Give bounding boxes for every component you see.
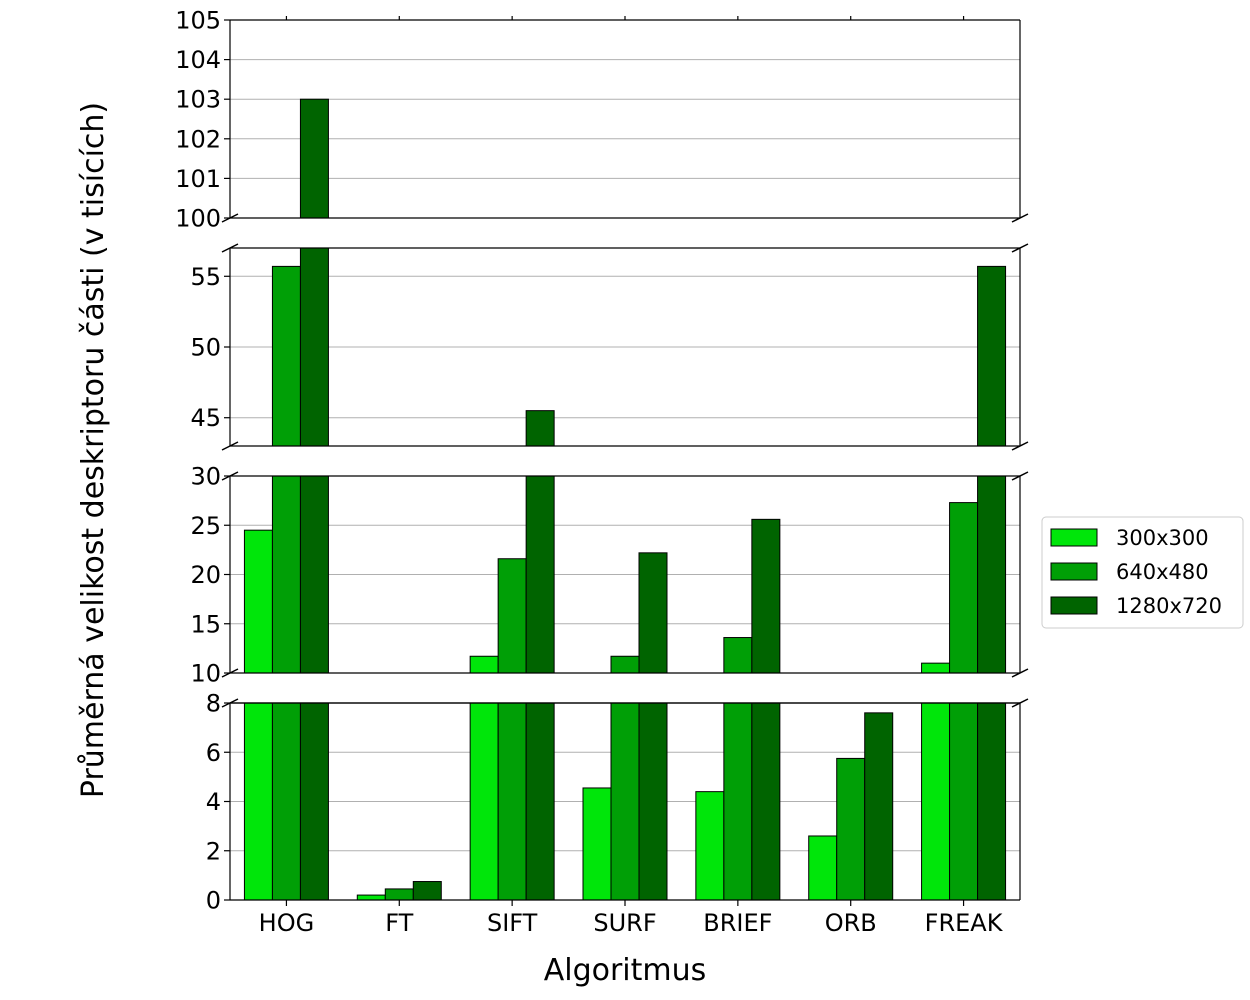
bar-freak-640x480 xyxy=(949,703,979,900)
bars xyxy=(299,98,329,218)
axis-break-mark xyxy=(1011,441,1029,451)
axis-break-mark xyxy=(1011,698,1029,708)
x-axis-title: Algoritmus xyxy=(544,953,707,988)
legend-label-640x480: 640x480 xyxy=(1116,560,1209,584)
bar-hog-1280x720 xyxy=(299,703,329,900)
bar-freak-640x480 xyxy=(949,502,979,673)
bar-freak-300x300 xyxy=(921,703,951,900)
bar-orb-1280x720 xyxy=(864,712,894,900)
panel-2: 45 50 55 xyxy=(190,243,1029,451)
y-tick-label: 105 xyxy=(175,7,221,35)
y-tick-label: 104 xyxy=(175,46,221,74)
bar-hog-300x300 xyxy=(243,703,273,900)
bar-hog-1280x720 xyxy=(299,248,329,446)
axis-break-mark xyxy=(1011,471,1029,481)
y-tick-label: 10 xyxy=(190,660,221,688)
bar-sift-640x480 xyxy=(497,558,527,673)
bars xyxy=(243,703,1007,900)
bar-brief-640x480 xyxy=(723,703,753,900)
y-tick-label: 2 xyxy=(206,837,221,865)
x-tick-label-sift: SIFT xyxy=(487,909,538,937)
bar-brief-1280x720 xyxy=(751,518,781,673)
y-tick-label: 20 xyxy=(190,561,221,589)
legend-label-1280x720: 1280x720 xyxy=(1116,594,1222,618)
x-tick-label-freak: FREAK xyxy=(925,909,1004,937)
y-tick-label: 25 xyxy=(190,512,221,540)
bar-freak-300x300 xyxy=(921,662,951,673)
y-tick-label: 50 xyxy=(190,334,221,362)
y-axis-title: Průměrná velikost deskriptoru části (v t… xyxy=(76,102,111,798)
y-tick-label: 45 xyxy=(190,404,221,432)
bar-sift-640x480 xyxy=(497,703,527,900)
panel-1: 100 101 102 103 104 105 xyxy=(175,7,1029,233)
bar-brief-640x480 xyxy=(723,637,753,673)
x-tick-label-surf: SURF xyxy=(593,909,656,937)
bar-freak-1280x720 xyxy=(977,476,1007,673)
x-tick-label-orb: ORB xyxy=(825,909,877,937)
legend-swatch-300x300 xyxy=(1050,528,1098,547)
y-tick-label: 0 xyxy=(206,887,221,915)
y-tick-label: 55 xyxy=(190,263,221,291)
y-tick-label: 8 xyxy=(206,690,221,718)
bar-surf-1280x720 xyxy=(638,552,668,673)
bar-brief-1280x720 xyxy=(751,703,781,900)
bar-sift-300x300 xyxy=(469,703,499,900)
bar-freak-1280x720 xyxy=(977,703,1007,900)
panel-4: 0 2 4 6 8 xyxy=(206,690,1029,915)
bar-ft-640x480 xyxy=(384,888,414,900)
y-tick-label: 100 xyxy=(175,205,221,233)
legend: 300x300 640x480 1280x720 xyxy=(1041,516,1244,629)
bar-sift-1280x720 xyxy=(525,476,555,673)
bar-hog-640x480 xyxy=(271,265,301,446)
axis-break-mark xyxy=(1011,213,1029,223)
legend-label-300x300: 300x300 xyxy=(1116,526,1209,550)
x-tick-label-hog: HOG xyxy=(259,909,315,937)
bar-surf-640x480 xyxy=(610,655,640,673)
bar-hog-640x480 xyxy=(271,476,301,673)
x-tick-label-brief: BRIEF xyxy=(703,909,772,937)
bar-sift-300x300 xyxy=(469,655,499,673)
bars xyxy=(271,248,1007,446)
y-tick-label: 30 xyxy=(190,463,221,491)
panel-3: 10 15 20 25 30 xyxy=(190,463,1029,688)
y-tick-label: 4 xyxy=(206,788,221,816)
bar-ft-1280x720 xyxy=(412,881,442,900)
axis-break-mark xyxy=(221,243,239,253)
bars xyxy=(243,476,1007,673)
bar-surf-1280x720 xyxy=(638,703,668,900)
x-tick-label-ft: FT xyxy=(385,909,413,937)
y-tick-label: 6 xyxy=(206,739,221,767)
bar-freak-1280x720 xyxy=(977,265,1007,446)
y-tick-label: 102 xyxy=(175,125,221,153)
bar-brief-300x300 xyxy=(695,791,725,900)
axis-break-mark xyxy=(221,441,239,451)
bar-hog-1280x720 xyxy=(299,98,329,218)
bar-hog-1280x720 xyxy=(299,476,329,673)
axis-break-mark xyxy=(1011,243,1029,253)
axis-break-mark xyxy=(1011,668,1029,678)
y-tick-label: 101 xyxy=(175,165,221,193)
legend-swatch-640x480 xyxy=(1050,562,1098,581)
chart-panels: 100 101 102 103 104 105 45 50 55 10 15 20 25 30 0 2 4 6 8 xyxy=(175,7,1029,915)
bar-hog-300x300 xyxy=(243,529,273,673)
bar-orb-640x480 xyxy=(836,757,866,900)
bar-orb-300x300 xyxy=(808,835,838,900)
bar-sift-1280x720 xyxy=(525,410,555,446)
y-tick-label: 103 xyxy=(175,86,221,114)
y-tick-label: 15 xyxy=(190,610,221,638)
bar-surf-300x300 xyxy=(582,787,612,900)
bar-surf-640x480 xyxy=(610,703,640,900)
legend-swatch-1280x720 xyxy=(1050,596,1098,615)
bar-sift-1280x720 xyxy=(525,703,555,900)
bar-hog-640x480 xyxy=(271,703,301,900)
x-axis: HOG FT SIFT SURF BRIEF ORB FREAK xyxy=(259,900,1004,937)
